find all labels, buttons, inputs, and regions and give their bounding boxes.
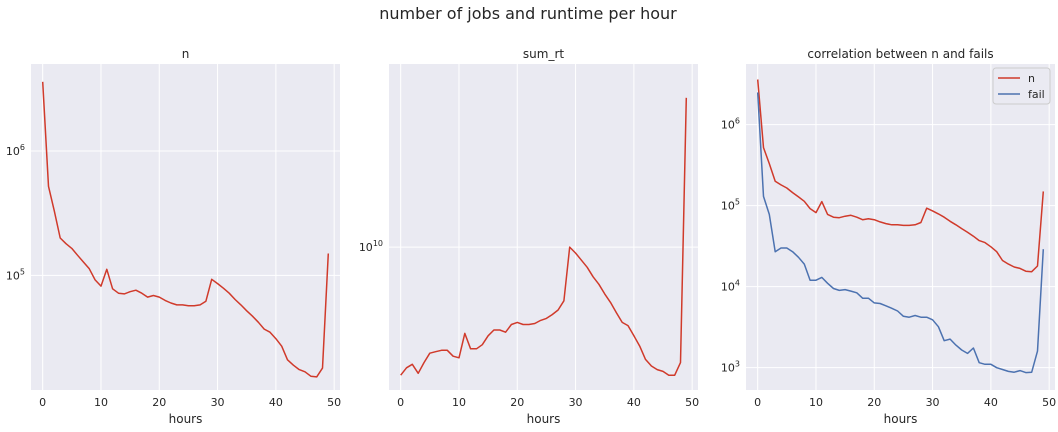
x-tick-label: 50 (685, 396, 699, 409)
legend-box (992, 67, 1051, 105)
y-tick-label: 1010 (359, 239, 383, 254)
panel-n: 0 10 20 30 40 50 106 105 n hours (6, 47, 341, 426)
x-tick-label: 30 (926, 396, 940, 409)
tick-layer: 0 10 20 30 40 50 1010 (359, 239, 699, 409)
plot-area (389, 64, 698, 390)
legend-label-fail: fail (1028, 88, 1045, 101)
y-tick-label: 106 (721, 117, 740, 132)
y-tick-label: 106 (6, 143, 25, 158)
legend: n fail (992, 67, 1051, 105)
x-tick-label: 40 (627, 396, 641, 409)
x-axis-label: hours (169, 412, 203, 426)
grid (746, 64, 1055, 390)
tick-layer: 0 10 20 30 40 50 106 105 (6, 143, 341, 409)
tick-layer: 0 10 20 30 40 50 106 105 104 103 (721, 117, 1056, 409)
x-tick-label: 0 (39, 396, 46, 409)
x-tick-label: 10 (809, 396, 823, 409)
x-axis-label: hours (884, 412, 918, 426)
series-line-n (41, 81, 330, 378)
panel-sum-rt: 0 10 20 30 40 50 1010 sum_rt hours (359, 47, 699, 426)
y-tick-label: 105 (721, 198, 740, 213)
chart-title: n (182, 47, 190, 61)
x-tick-label: 20 (152, 396, 166, 409)
series-layer (756, 79, 1045, 374)
series-layer (41, 81, 330, 378)
x-tick-label: 10 (452, 396, 466, 409)
y-tick-label: 105 (6, 267, 25, 282)
chart-title: correlation between n and fails (807, 47, 993, 61)
chart-title: sum_rt (523, 47, 564, 61)
x-tick-label: 40 (269, 396, 283, 409)
y-tick-label: 104 (721, 279, 740, 294)
x-tick-label: 30 (211, 396, 225, 409)
y-tick-label: 103 (721, 360, 740, 375)
x-tick-label: 40 (984, 396, 998, 409)
plot-area (746, 64, 1055, 390)
legend-label-n: n (1028, 72, 1035, 85)
x-tick-label: 50 (1042, 396, 1056, 409)
figure-title: number of jobs and runtime per hour (379, 4, 677, 23)
x-tick-label: 20 (510, 396, 524, 409)
plot-area (31, 64, 340, 390)
x-tick-label: 0 (397, 396, 404, 409)
series-line-fail (756, 92, 1045, 374)
x-tick-label: 10 (94, 396, 108, 409)
series-line-sum-rt (400, 97, 688, 376)
grid (31, 64, 340, 390)
x-tick-label: 0 (754, 396, 761, 409)
series-layer (400, 97, 688, 376)
x-tick-label: 20 (867, 396, 881, 409)
panel-correlation: 0 10 20 30 40 50 106 105 104 103 correlation betw… (721, 47, 1056, 426)
series-line-n (756, 79, 1045, 273)
x-tick-label: 30 (569, 396, 583, 409)
x-tick-label: 50 (327, 396, 341, 409)
x-axis-label: hours (527, 412, 561, 426)
